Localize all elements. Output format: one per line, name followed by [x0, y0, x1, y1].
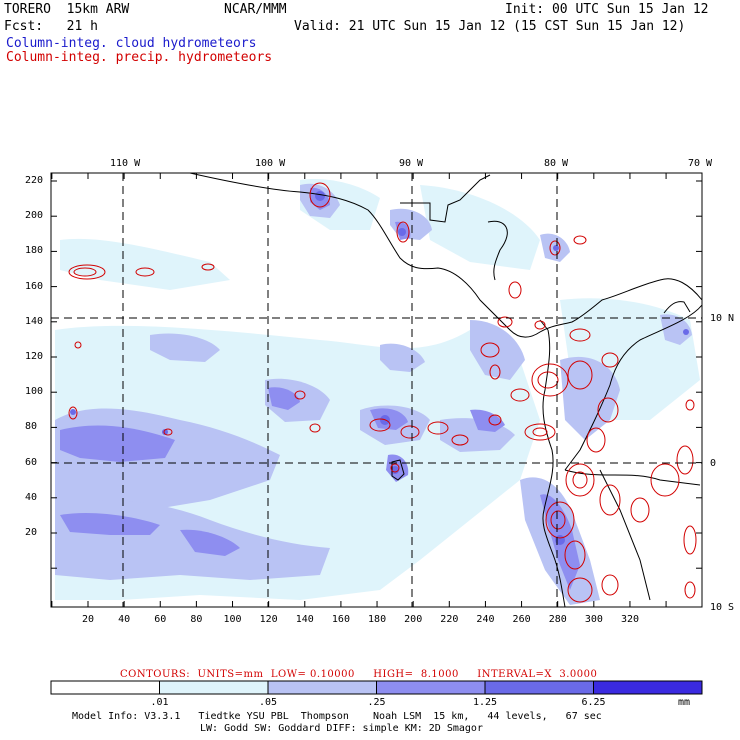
x-tick-label: 40 — [118, 614, 131, 625]
frame-ticks — [51, 173, 702, 607]
coastline — [189, 173, 702, 607]
x-tick-label: 220 — [440, 614, 459, 625]
x-tick-label: 60 — [154, 614, 167, 625]
y-tick-label: 200 — [25, 210, 44, 222]
init-time: Init: 00 UTC Sun 15 Jan 12 — [505, 2, 709, 17]
lon-label-100w: 100 W — [255, 158, 286, 169]
lat-label-10n: 10 N — [710, 313, 735, 324]
colorbar-label: 6.25 — [581, 697, 606, 708]
x-tick-label: 140 — [295, 614, 314, 625]
y-tick-label: 80 — [25, 421, 38, 433]
map-plot-area — [51, 173, 702, 607]
x-tick-label: 300 — [584, 614, 603, 625]
y-tick-label: 60 — [25, 456, 38, 468]
y-tick-label: 220 — [25, 175, 44, 186]
x-tick-label: 240 — [476, 614, 495, 625]
precip-field-label: Column-integ. precip. hydrometeors — [6, 50, 273, 65]
contours-info: CONTOURS: UNITS=mm LOW= 0.10000 HIGH= 8.… — [120, 669, 598, 680]
x-tick-label: 80 — [190, 614, 203, 625]
y-tick-label: 100 — [25, 386, 44, 398]
y-tick-label: 20 — [25, 527, 38, 538]
colorbar-swatch — [267, 680, 377, 695]
y-tick-label: 40 — [25, 491, 38, 503]
colorbar-swatch — [484, 680, 594, 695]
valid-time: Valid: 21 UTC Sun 15 Jan 12 (15 CST Sun … — [294, 19, 686, 34]
x-tick-label: 100 — [223, 614, 242, 625]
model-info-line1: Model Info: V3.3.1 Tiedtke YSU PBL Thomp… — [72, 711, 602, 722]
colorbar-units: mm — [678, 697, 691, 708]
colorbar — [50, 680, 703, 695]
colorbar-swatch — [376, 680, 486, 695]
x-tick-label: 180 — [368, 614, 387, 625]
cloud-field-label: Column-integ. cloud hydrometeors — [6, 36, 257, 51]
colorbar-swatch — [50, 680, 160, 695]
x-tick-label: 280 — [548, 614, 567, 625]
x-tick-label: 160 — [331, 614, 350, 625]
colorbar-label: .05 — [259, 697, 278, 708]
model-info-line2: LW: Godd SW: Goddard DIFF: simple KM: 2D… — [200, 723, 483, 734]
plot-frame — [50, 172, 703, 608]
graticule — [51, 173, 702, 607]
x-tick-label: 260 — [512, 614, 531, 625]
x-tick-label: 20 — [82, 614, 95, 625]
forecast-hour: Fcst: 21 h — [4, 19, 98, 34]
lon-label-80w: 80 W — [544, 158, 569, 169]
colorbar-label: .25 — [367, 697, 386, 708]
y-tick-label: 140 — [25, 315, 44, 327]
lon-label-110w: 110 W — [110, 158, 141, 169]
colorbar-label: 1.25 — [473, 697, 498, 708]
y-tick-label: 160 — [25, 280, 44, 292]
precip-contours — [68, 182, 697, 603]
y-tick-label: 120 — [25, 351, 44, 362]
colorbar-swatch — [159, 680, 269, 695]
y-tick-label: 180 — [25, 245, 44, 257]
x-tick-label: 120 — [259, 614, 278, 625]
lon-label-70w: 70 W — [688, 158, 713, 169]
lon-label-90w: 90 W — [399, 158, 424, 169]
x-tick-label: 200 — [404, 614, 423, 625]
x-tick-label: 320 — [620, 614, 639, 625]
org-label: NCAR/MMM — [224, 2, 287, 17]
lat-label-0: 0 — [710, 458, 717, 469]
model-title: TORERO 15km ARW — [4, 2, 130, 17]
lat-label-10s: 10 S — [710, 602, 735, 613]
colorbar-label: .01 — [150, 697, 169, 708]
colorbar-swatch — [593, 680, 703, 695]
